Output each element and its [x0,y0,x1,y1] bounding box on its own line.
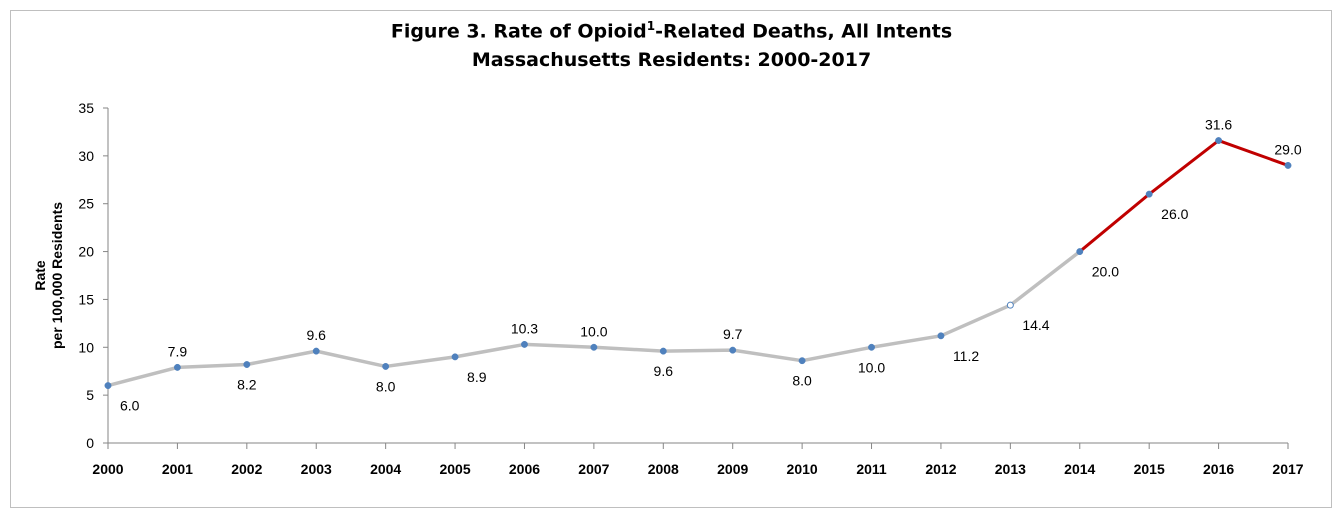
y-tick-label: 30 [78,148,94,164]
chart-frame [10,10,1332,508]
data-label: 8.0 [376,378,396,394]
data-label: 10.0 [580,323,607,339]
data-point [1145,190,1153,198]
x-tick-label: 2000 [92,461,123,477]
title-footnote-mark: 1 [646,19,656,33]
x-tick-label: 2015 [1134,461,1165,477]
y-tick-label: 20 [78,244,94,260]
data-label: 14.4 [1022,317,1049,333]
data-point [1215,137,1223,144]
x-tick-label: 2001 [162,461,193,477]
x-tick-label: 2012 [925,461,956,477]
x-tick-label: 2010 [787,461,818,477]
x-tick-label: 2006 [509,461,540,477]
data-label: 11.2 [953,348,979,364]
chart-title: Figure 3. Rate of Opioid1-Related Deaths… [0,12,1343,75]
data-label: 29.0 [1274,141,1301,157]
data-label: 8.2 [237,377,257,393]
data-label: 8.0 [792,373,812,389]
data-label: 9.6 [307,327,327,343]
data-point [312,347,320,355]
data-label: 6.0 [120,398,140,414]
x-tick-label: 2008 [648,461,679,477]
x-tick-label: 2016 [1203,461,1234,477]
y-axis-label: Rateper 100,000 Residents [32,202,65,349]
chart-subtitle: Massachusetts Residents: 2000-2017 [471,49,872,72]
data-label: 20.0 [1092,264,1119,280]
y-tick-label: 25 [78,196,94,212]
y-tick-label: 10 [78,339,94,355]
data-label: 9.7 [723,326,743,342]
x-tick-label: 2002 [231,461,262,477]
x-tick-label: 2007 [578,461,609,477]
y-tick-label: 5 [86,387,94,403]
x-tick-label: 2011 [856,461,887,477]
data-label: 7.9 [168,343,188,359]
data-point [173,363,181,371]
data-point [451,353,459,361]
data-label: 31.6 [1205,117,1232,133]
series-line-highlight [1218,139,1289,167]
x-tick-label: 2003 [301,461,332,477]
y-tick-label: 35 [78,100,94,116]
data-label: 8.9 [467,369,487,385]
data-point [243,361,251,368]
data-point [382,362,390,370]
y-tick-label: 0 [86,435,94,451]
data-point [590,343,598,351]
x-tick-label: 2004 [370,461,401,477]
data-label: 10.0 [858,359,885,375]
data-point [104,382,112,390]
x-tick-label: 2013 [995,461,1026,477]
x-tick-label: 2017 [1272,461,1303,477]
data-point [937,332,945,340]
series-line [107,250,1081,388]
data-point [1284,161,1292,169]
title-line-1: Figure 3. Rate of Opioid1-Related Deaths… [0,12,1343,46]
data-point [729,346,737,354]
title-rest: -Related Deaths, All Intents [655,20,953,43]
data-point [1006,301,1014,309]
x-tick-label: 2005 [439,461,470,477]
data-point [1076,248,1084,256]
data-point [659,347,667,355]
data-point [868,343,875,351]
x-tick-label: 2014 [1064,461,1095,477]
x-tick-label: 2009 [717,461,748,477]
data-label: 10.3 [511,320,538,336]
data-point [521,340,528,348]
data-point [798,357,806,365]
data-label: 9.6 [654,363,674,379]
y-tick-label: 15 [78,291,94,307]
title-main: Figure 3. Rate of Opioid [390,20,647,43]
data-label: 26.0 [1161,206,1188,222]
